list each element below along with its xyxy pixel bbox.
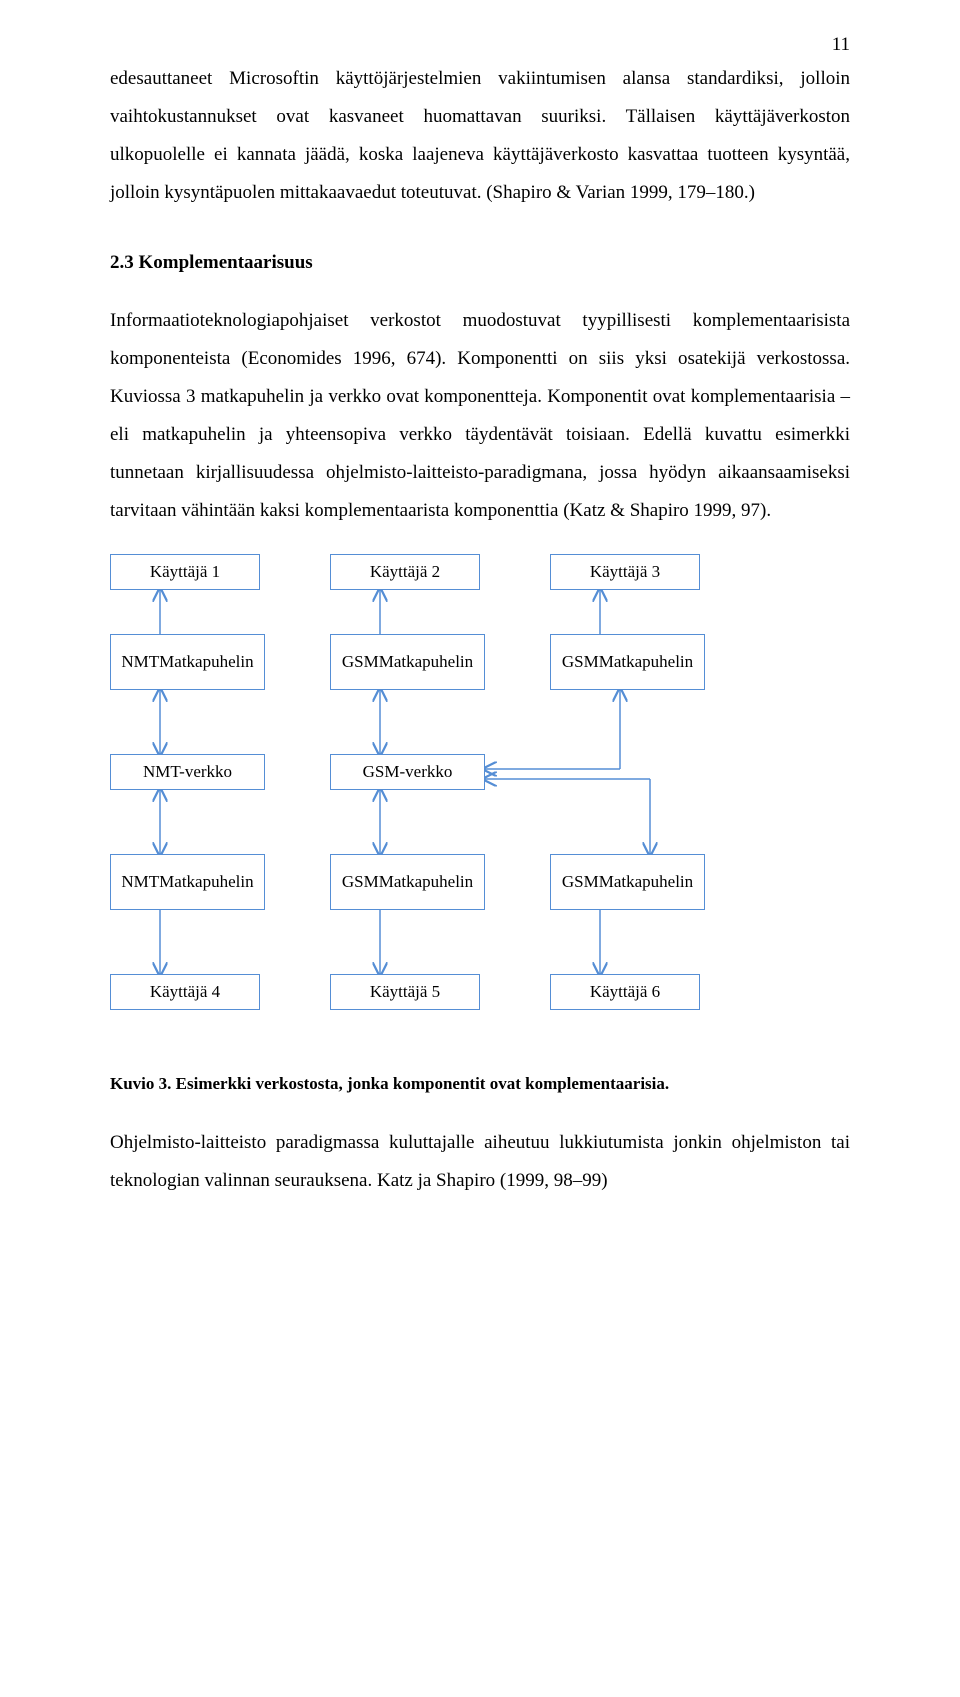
node-net1: NMT-verkko [110, 754, 265, 790]
node-k4: Käyttäjä 4 [110, 974, 260, 1010]
node-k5: Käyttäjä 5 [330, 974, 480, 1010]
paragraph-2: Informaatioteknologiapohjaiset verkostot… [110, 302, 850, 530]
section-heading: 2.3 Komplementaarisuus [110, 252, 850, 274]
node-k6: Käyttäjä 6 [550, 974, 700, 1010]
node-mp2: GSMMatkapuhelin [330, 634, 485, 690]
figure-caption: Kuvio 3. Esimerkki verkostosta, jonka ko… [110, 1074, 850, 1094]
node-net2: GSM-verkko [330, 754, 485, 790]
node-k3: Käyttäjä 3 [550, 554, 700, 590]
node-mp5: GSMMatkapuhelin [330, 854, 485, 910]
node-mp1: NMTMatkapuhelin [110, 634, 265, 690]
node-mp6: GSMMatkapuhelin [550, 854, 705, 910]
diagram: Käyttäjä 1 Käyttäjä 2 Käyttäjä 3 NMTMatkapu… [110, 554, 850, 1064]
paragraph-3: Ohjelmisto-laitteisto paradigmassa kulut… [110, 1124, 850, 1200]
node-mp4: NMTMatkapuhelin [110, 854, 265, 910]
node-k1: Käyttäjä 1 [110, 554, 260, 590]
page: 11 edesauttaneet Microsoftin käyttöjärje… [0, 0, 960, 1697]
paragraph-1: edesauttaneet Microsoftin käyttöjärjeste… [110, 60, 850, 212]
node-mp3: GSMMatkapuhelin [550, 634, 705, 690]
node-k2: Käyttäjä 2 [330, 554, 480, 590]
page-number: 11 [832, 34, 850, 56]
